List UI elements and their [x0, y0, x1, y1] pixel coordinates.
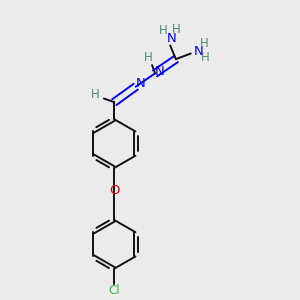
- Text: H: H: [201, 51, 210, 64]
- Text: N: N: [167, 32, 176, 45]
- Text: O: O: [109, 184, 120, 197]
- Text: N: N: [194, 45, 204, 58]
- Text: Cl: Cl: [109, 284, 120, 297]
- Text: N: N: [154, 64, 164, 77]
- Text: H: H: [172, 23, 181, 36]
- Text: N: N: [136, 77, 146, 90]
- Text: H: H: [91, 88, 100, 101]
- Text: H: H: [144, 52, 153, 64]
- Text: H: H: [159, 24, 167, 37]
- Text: H: H: [200, 37, 209, 50]
